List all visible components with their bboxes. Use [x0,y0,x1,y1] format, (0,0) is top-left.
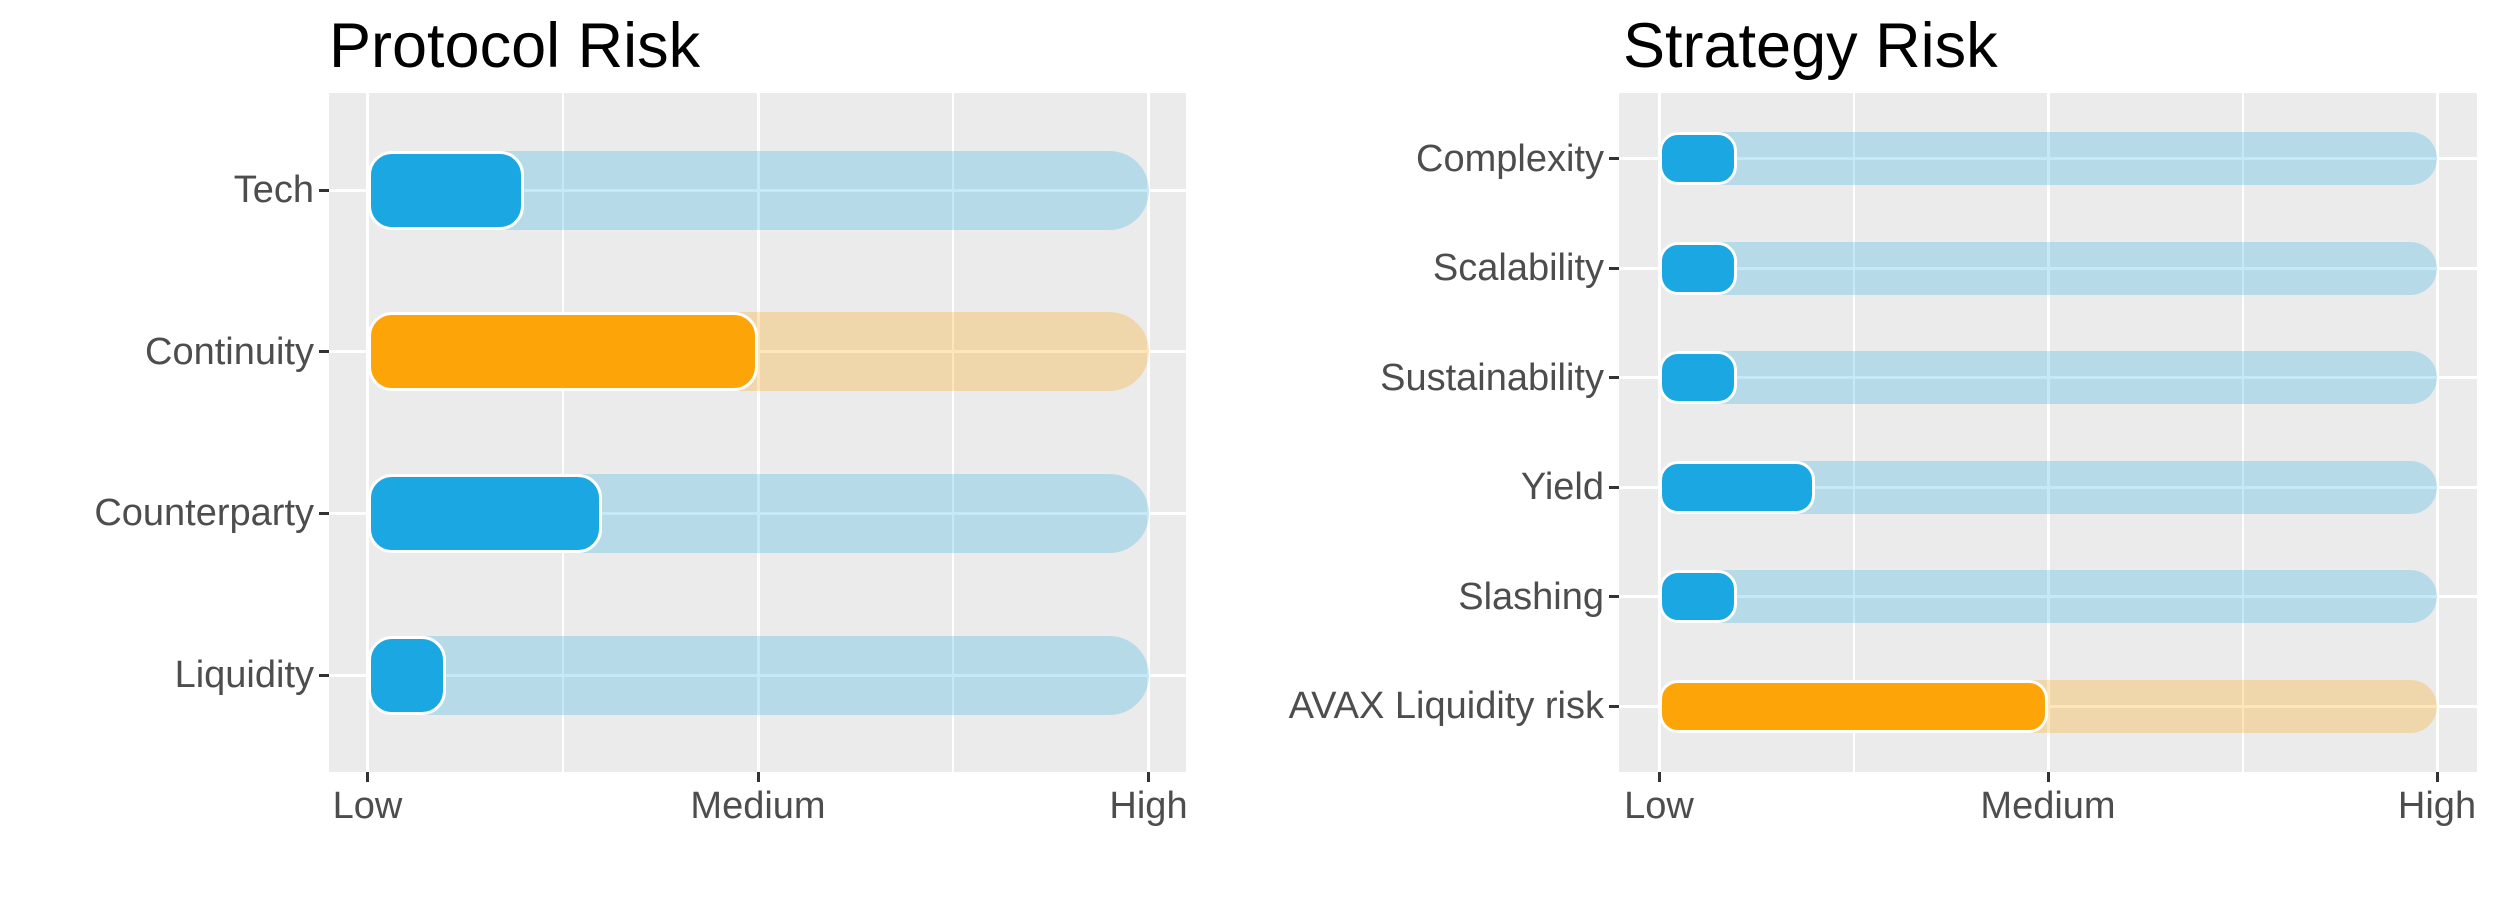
grid-major-vline [1147,93,1150,772]
grid-hline [329,188,1186,192]
x-tick [1657,772,1661,782]
grid-hline [329,673,1186,677]
chart-title-strategy-risk: Strategy Risk [1623,11,1998,81]
x-tick-label: Medium [690,785,826,827]
chart-title-protocol-risk: Protocol Risk [329,11,701,81]
risk-bar [1659,351,1737,405]
risk-bar [1659,679,2048,733]
risk-bar [367,473,602,553]
x-tick [2435,772,2439,782]
y-tick [1609,376,1619,380]
grid-hline [1619,704,2477,708]
x-tick [756,772,760,782]
grid-hline [1619,485,2477,489]
risk-bar [1659,241,1737,295]
grid-hline [329,511,1186,515]
risk-track [1659,570,2437,624]
risk-bar [367,312,758,392]
grid-minor-vline [952,93,955,772]
grid-major-vline [366,93,369,772]
x-tick-label: Low [1624,785,1694,827]
row-label: Scalability [1432,247,1604,290]
grid-major-vline [2435,93,2439,772]
y-tick [1609,157,1619,161]
risk-track [1659,132,2437,186]
y-tick [1609,266,1619,270]
y-tick [319,673,329,677]
grid-minor-vline [561,93,564,772]
row-label: AVAX Liquidity risk [1288,685,1604,728]
row-label: Yield [1520,466,1604,509]
y-tick [1609,485,1619,489]
grid-hline [1619,157,2477,161]
x-tick-label: Low [332,785,403,827]
row-label: Slashing [1458,575,1604,618]
row-label: Tech [233,169,314,211]
x-tick-label: High [1109,785,1188,827]
grid-major-vline [2046,93,2050,772]
y-tick [1609,595,1619,599]
row-label: Counterparty [94,492,314,535]
x-tick-label: High [2397,785,2477,827]
x-tick-label: Medium [1980,785,2116,827]
y-tick [319,511,329,515]
y-tick [319,350,329,354]
y-tick [319,188,329,192]
row-label: Liquidity [174,654,314,696]
grid-major-vline [1657,93,1661,772]
risk-bar [1659,132,1737,186]
grid-minor-vline [2241,93,2244,772]
grid-minor-vline [1852,93,1855,772]
risk-track [367,635,1149,715]
x-tick [366,772,369,782]
x-tick [1147,772,1150,782]
row-label: Complexity [1416,137,1604,180]
risk-bar [367,635,446,715]
grid-hline [1619,376,2477,380]
risk-track [1659,241,2437,295]
row-label: Continuity [145,330,314,373]
grid-major-vline [756,93,760,772]
grid-hline [1619,266,2477,270]
risk-bar [1659,460,1815,514]
risk-bar [1659,570,1737,624]
x-tick [2046,772,2050,782]
row-label: Sustainability [1380,356,1604,399]
y-tick [1609,704,1619,708]
grid-hline [1619,595,2477,599]
risk-bar [367,150,524,230]
risk-track [1659,351,2437,405]
